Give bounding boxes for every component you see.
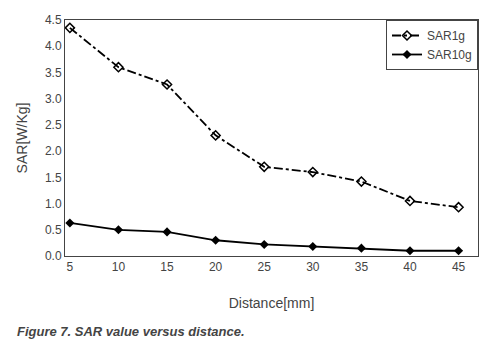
svg-text:5: 5 (67, 260, 74, 274)
svg-text:20: 20 (209, 260, 223, 274)
svg-text:SAR[W/Kg]: SAR[W/Kg] (14, 103, 30, 174)
svg-text:0.0: 0.0 (45, 249, 62, 263)
svg-text:1.5: 1.5 (45, 171, 62, 185)
svg-text:15: 15 (160, 260, 174, 274)
svg-text:30: 30 (306, 260, 320, 274)
svg-text:SAR1g: SAR1g (427, 29, 465, 43)
svg-text:Figure 7. SAR value versus dis: Figure 7. SAR value versus distance. (17, 324, 245, 339)
svg-text:Distance[mm]: Distance[mm] (229, 295, 315, 311)
svg-text:3.5: 3.5 (45, 66, 62, 80)
svg-text:SAR10g: SAR10g (427, 48, 472, 62)
svg-text:3.0: 3.0 (45, 92, 62, 106)
svg-text:40: 40 (403, 260, 417, 274)
svg-text:2.0: 2.0 (45, 144, 62, 158)
svg-text:2.5: 2.5 (45, 118, 62, 132)
svg-text:35: 35 (355, 260, 369, 274)
svg-text:10: 10 (112, 260, 126, 274)
svg-text:45: 45 (452, 260, 466, 274)
svg-text:0.5: 0.5 (45, 223, 62, 237)
svg-text:1.0: 1.0 (45, 197, 62, 211)
svg-text:25: 25 (258, 260, 272, 274)
svg-text:4.5: 4.5 (45, 13, 62, 27)
svg-text:4.0: 4.0 (45, 39, 62, 53)
